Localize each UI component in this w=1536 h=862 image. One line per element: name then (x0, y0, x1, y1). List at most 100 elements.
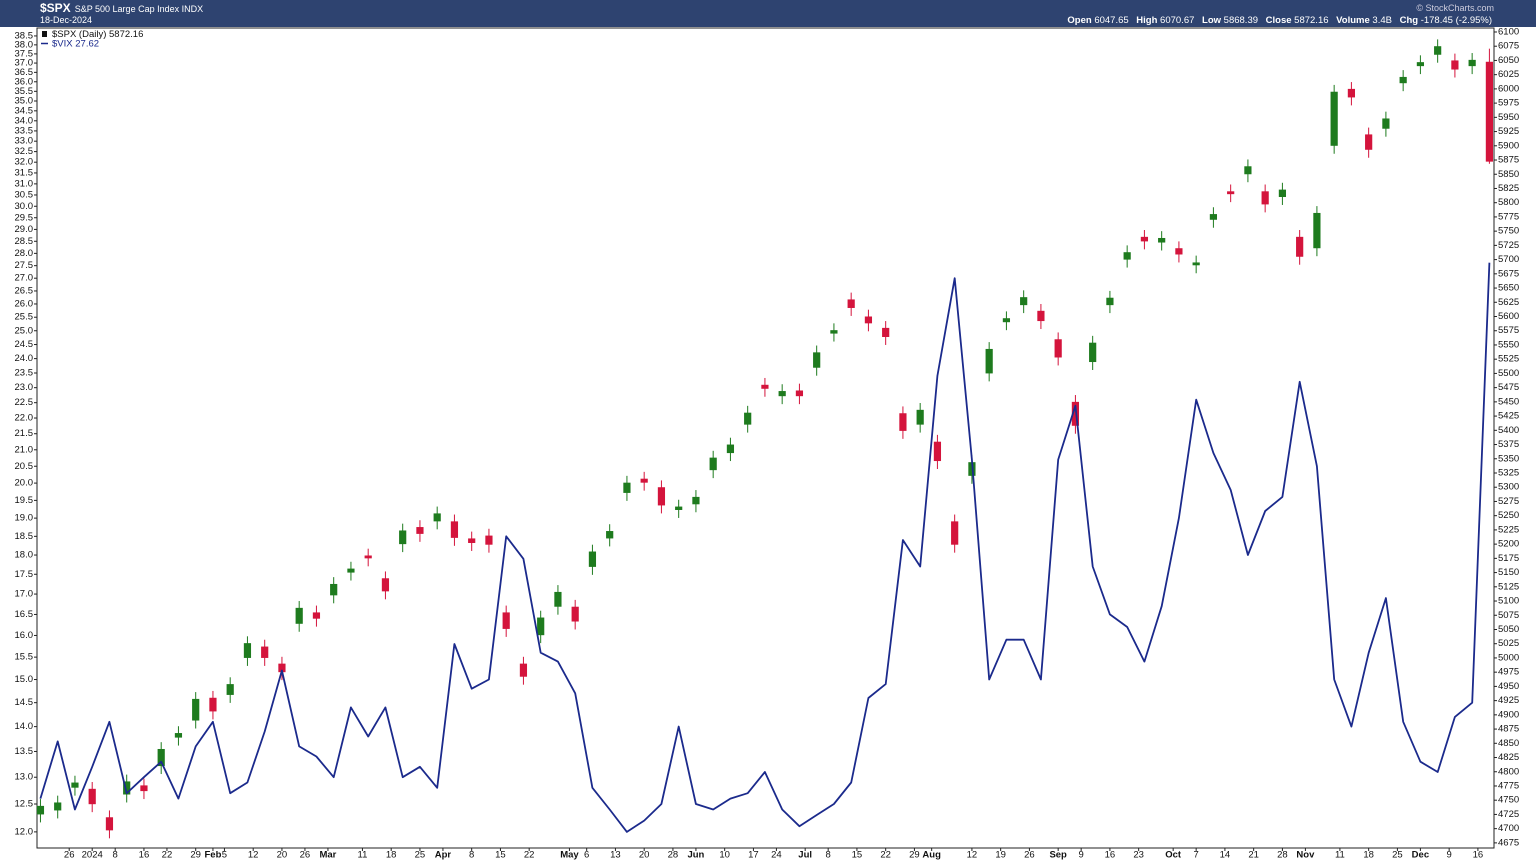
legend-last-value: 27.62 (75, 38, 99, 49)
y-tick-label: 22.5 (15, 397, 34, 408)
y2-tick-label: 5000 (1498, 652, 1519, 663)
x-tick-label: 7 (1194, 850, 1199, 861)
y2-tick-label: 5050 (1498, 624, 1519, 635)
candle-body (226, 684, 234, 695)
x-tick-label: 2024 (82, 850, 103, 861)
y2-tick-label: 5825 (1498, 183, 1519, 194)
x-tick-label: Feb (204, 850, 221, 861)
x-tick-label: 22 (524, 850, 535, 861)
y2-tick-label: 4750 (1498, 795, 1519, 806)
legend-entry: $SPX (Daily) 5872.16 (52, 29, 143, 40)
quote-value: -178.45 (-2.95%) (1420, 15, 1492, 26)
y2-tick-label: 5575 (1498, 325, 1519, 336)
x-tick-label: 8 (469, 850, 474, 861)
y-tick-label: 23.0 (15, 382, 34, 393)
y2-tick-label: 5475 (1498, 382, 1519, 393)
y-tick-label: 12.0 (15, 826, 34, 837)
y-tick-label: 24.0 (15, 353, 34, 364)
y-tick-label: 36.5 (15, 67, 34, 78)
candle-body (174, 733, 183, 738)
candle-body (485, 535, 493, 545)
y2-tick-label: 4925 (1498, 695, 1519, 706)
candle-body (1434, 46, 1442, 55)
candle-body (1468, 59, 1476, 67)
candle-body (847, 299, 855, 308)
source: © StockCharts.com (1416, 3, 1494, 13)
y2-tick-label: 4825 (1498, 752, 1519, 763)
exchange: INDX (181, 4, 204, 14)
candle-body (1451, 60, 1459, 70)
legend-swatch (42, 31, 47, 37)
candle-body (640, 478, 648, 483)
y-tick-label: 23.5 (15, 368, 34, 379)
y-tick-label: 27.0 (15, 273, 34, 284)
y-tick-label: 32.0 (15, 157, 34, 168)
candle-body (243, 643, 252, 658)
x-tick-label: 18 (386, 850, 397, 861)
y-tick-label: 29.5 (15, 212, 34, 223)
x-tick-label: 26 (300, 850, 311, 861)
x-tick-label: 11 (1335, 850, 1345, 861)
y2-tick-label: 5375 (1498, 439, 1519, 450)
candle-body (330, 583, 338, 596)
candle-body (450, 521, 459, 538)
candle-body (1175, 248, 1183, 255)
y2-tick-label: 4975 (1498, 667, 1519, 678)
date: 18-Dec-2024 (40, 15, 93, 25)
x-tick-label: 29 (190, 850, 201, 861)
candle-body (416, 527, 424, 534)
y-tick-label: 33.5 (15, 125, 34, 136)
candle-body (1020, 297, 1028, 306)
candle-body (1313, 212, 1321, 249)
x-tick-label: 20 (639, 850, 650, 861)
candle-body (744, 412, 752, 425)
x-tick-label: 9 (1447, 850, 1452, 861)
x-tick-label: 16 (139, 850, 150, 861)
x-tick-label: 19 (995, 850, 1006, 861)
x-tick-label: 11 (358, 850, 368, 861)
x-tick-label: 8 (113, 850, 118, 861)
legend: $SPX (Daily) 5872.16$VIX 27.62 (41, 29, 143, 49)
x-tick-label: 29 (909, 850, 920, 861)
y2-tick-label: 5675 (1498, 268, 1519, 279)
quote-value: 3.4B (1372, 15, 1392, 26)
candle-body (761, 384, 769, 389)
y-tick-label: 33.0 (15, 136, 34, 147)
candle-body (1227, 191, 1235, 195)
x-tick-label: 15 (495, 850, 506, 861)
vix-line (39, 262, 1491, 833)
y2-tick-label: 5150 (1498, 567, 1519, 578)
x-tick-label: 6 (584, 850, 589, 861)
x-tick-label: 22 (880, 850, 891, 861)
candle-body (588, 551, 597, 567)
candle-body (1278, 189, 1287, 198)
y2-tick-label: 4950 (1498, 681, 1519, 692)
x-tick-label: 20 (277, 850, 288, 861)
candle-body (157, 748, 165, 767)
y-tick-label: 20.5 (15, 461, 34, 472)
candle-body (1140, 236, 1149, 242)
x-tick-label: 28 (1277, 850, 1288, 861)
legend-name: $SPX (Daily) (52, 29, 106, 40)
y-tick-label: 13.0 (15, 772, 34, 783)
candle-body (1054, 339, 1062, 358)
y-tick-label: 31.5 (15, 167, 34, 178)
y2-tick-label: 4775 (1498, 780, 1519, 791)
x-tick-label: 9 (1079, 850, 1084, 861)
y2-tick-label: 5700 (1498, 254, 1519, 265)
y-tick-label: 31.0 (15, 178, 34, 189)
y2-tick-label: 5275 (1498, 496, 1519, 507)
x-tick-label: Dec (1412, 850, 1429, 861)
candle-body (623, 482, 631, 493)
candle-body (1002, 318, 1011, 323)
legend-entry: $VIX 27.62 (52, 38, 99, 49)
x-tick-label: Apr (435, 850, 452, 861)
y2-tick-label: 5300 (1498, 482, 1519, 493)
x-tick-label: 25 (415, 850, 426, 861)
candle-body (1037, 310, 1045, 322)
candle-body (1261, 191, 1269, 205)
y-tick-label: 15.5 (15, 652, 34, 663)
y-tick-label: 16.0 (15, 630, 34, 641)
candle-body (1347, 88, 1356, 98)
